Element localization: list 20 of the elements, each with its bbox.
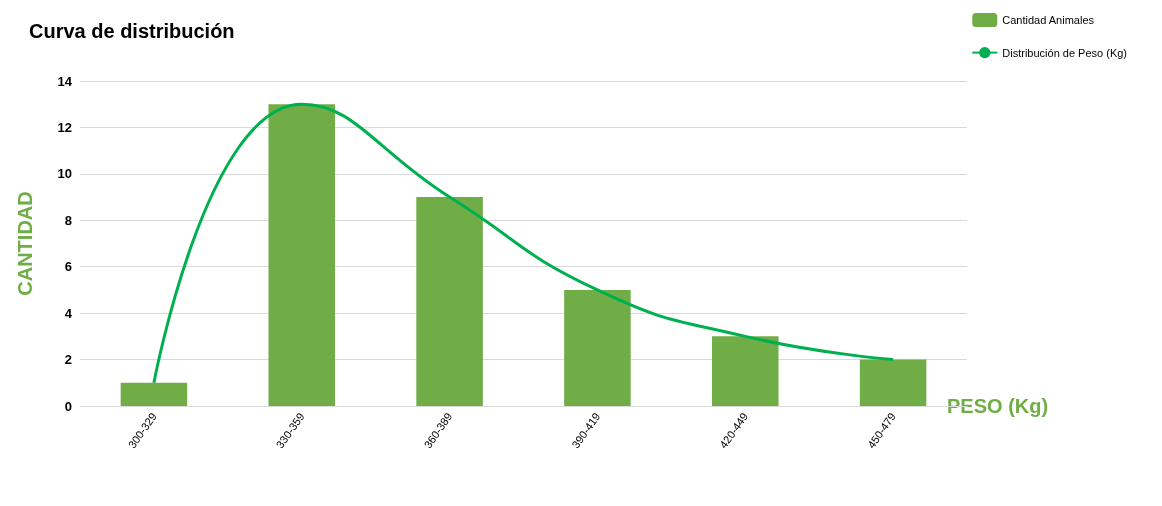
bar bbox=[416, 197, 483, 406]
y-tick-label: 10 bbox=[57, 166, 72, 182]
y-tick-label: 0 bbox=[64, 398, 72, 414]
y-tick-label: 2 bbox=[64, 352, 72, 368]
legend-label: Distribución de Peso (Kg) bbox=[1002, 46, 1128, 59]
bar bbox=[711, 336, 779, 406]
y-tick-label: 8 bbox=[64, 212, 72, 228]
chart-title: Curva de distribución bbox=[29, 20, 235, 42]
legend-label: Cantidad Animales bbox=[1002, 14, 1095, 26]
bar bbox=[268, 104, 336, 406]
y-tick-label: 12 bbox=[57, 119, 72, 135]
bar bbox=[859, 359, 927, 406]
line-series bbox=[152, 102, 895, 385]
y-axis-title: CANTIDAD bbox=[14, 191, 36, 296]
bar bbox=[120, 382, 188, 406]
y-tick-label: 4 bbox=[64, 305, 73, 321]
x-axis-title: PESO (Kg) bbox=[947, 395, 1049, 417]
y-tick-label: 6 bbox=[64, 259, 72, 275]
y-tick-label: 14 bbox=[57, 73, 73, 89]
bar bbox=[564, 289, 631, 406]
